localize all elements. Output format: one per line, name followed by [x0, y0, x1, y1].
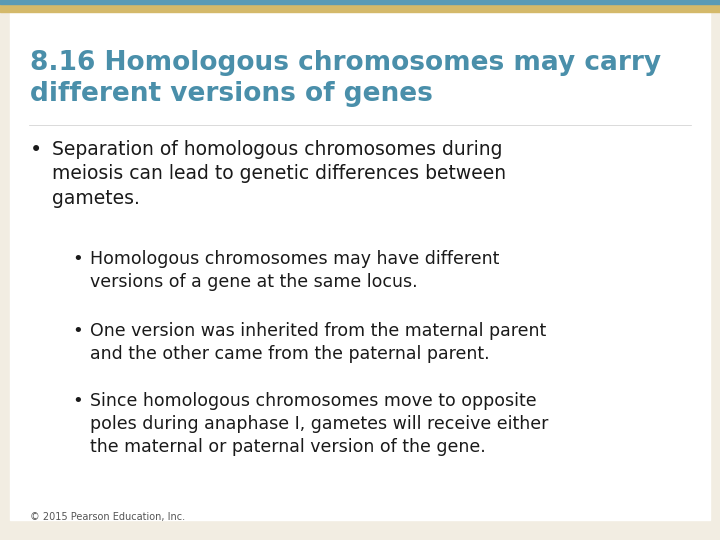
Text: Separation of homologous chromosomes during
meiosis can lead to genetic differen: Separation of homologous chromosomes dur…: [52, 140, 506, 207]
Text: © 2015 Pearson Education, Inc.: © 2015 Pearson Education, Inc.: [30, 512, 185, 522]
Text: Since homologous chromosomes move to opposite
poles during anaphase I, gametes w: Since homologous chromosomes move to opp…: [90, 392, 549, 456]
Text: Homologous chromosomes may have different
versions of a gene at the same locus.: Homologous chromosomes may have differen…: [90, 250, 500, 291]
Bar: [0, 0, 720, 4]
Text: •: •: [72, 250, 83, 268]
Text: •: •: [72, 322, 83, 340]
Text: 8.16 Homologous chromosomes may carry
different versions of genes: 8.16 Homologous chromosomes may carry di…: [30, 50, 661, 107]
Text: •: •: [30, 140, 42, 160]
Bar: [0, 0, 720, 12]
Text: One version was inherited from the maternal parent
and the other came from the p: One version was inherited from the mater…: [90, 322, 546, 363]
Text: •: •: [72, 392, 83, 410]
